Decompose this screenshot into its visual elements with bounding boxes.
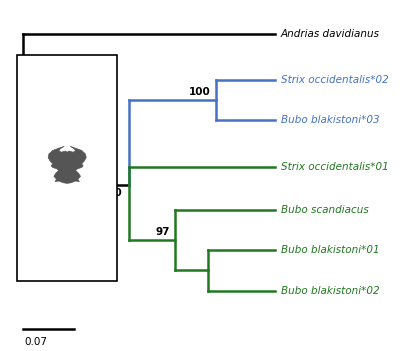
Text: Bubo scandiacus: Bubo scandiacus: [281, 205, 369, 215]
Text: Andrias davidianus: Andrias davidianus: [281, 29, 380, 39]
Text: 0.07: 0.07: [25, 337, 48, 347]
Text: 100: 100: [189, 87, 211, 97]
Text: 100: 100: [101, 188, 123, 198]
Polygon shape: [48, 146, 86, 183]
Text: Bubo blakistoni*03: Bubo blakistoni*03: [281, 115, 380, 125]
Text: Strix occidentalis*02: Strix occidentalis*02: [281, 75, 389, 85]
Text: Bubo blakistoni*02: Bubo blakistoni*02: [281, 285, 380, 296]
Text: STRIGIFORMES: STRIGIFORMES: [26, 199, 109, 209]
Text: 97: 97: [155, 227, 170, 237]
FancyBboxPatch shape: [18, 55, 117, 281]
Text: Bubo blakistoni*01: Bubo blakistoni*01: [281, 245, 380, 255]
Text: Strix occidentalis*01: Strix occidentalis*01: [281, 162, 389, 172]
